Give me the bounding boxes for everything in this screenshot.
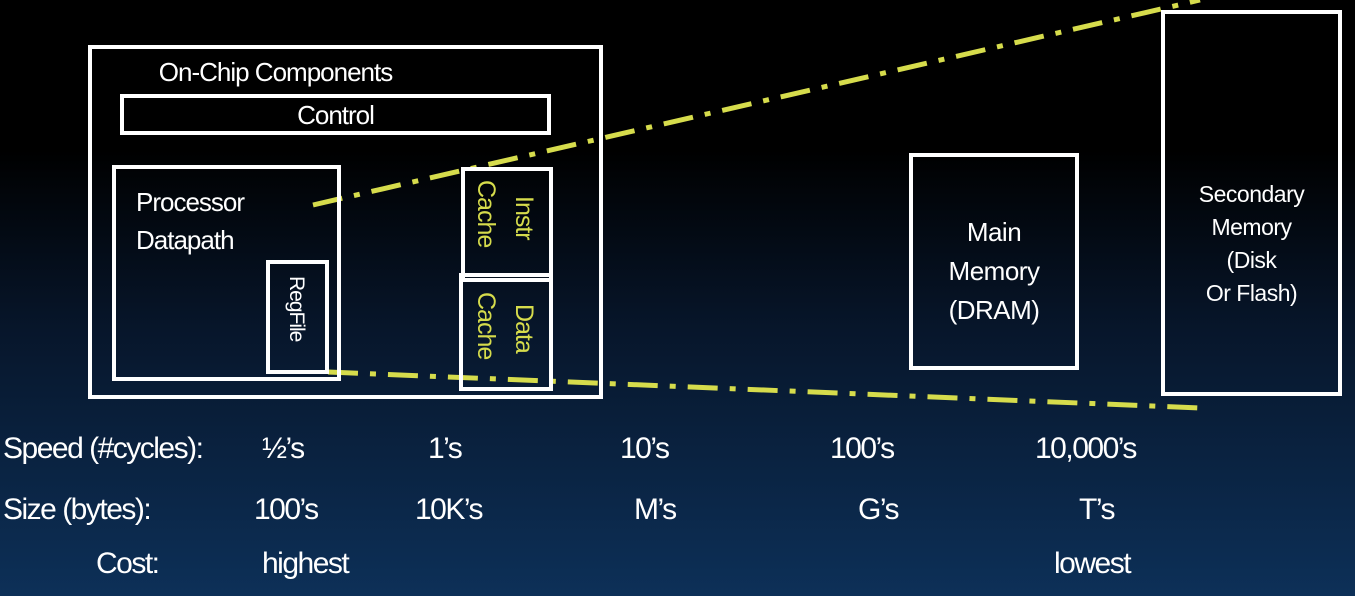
cost-value-lowest: lowest [1054, 547, 1132, 580]
cost-label: Cost: [96, 547, 160, 580]
main-memory-line-2: Memory [948, 256, 1040, 286]
control-label: Control [297, 100, 375, 130]
secondary-memory-line-3: (Disk [1226, 247, 1277, 273]
secondary-memory-line-1: Secondary [1198, 181, 1305, 207]
cost-value-highest: highest [262, 547, 350, 580]
on-chip-components-box [88, 45, 603, 399]
size-value-register: 100’s [254, 493, 319, 526]
datapath-label: Datapath [136, 225, 235, 255]
instr-cache-line-cache: Cache [472, 180, 500, 248]
speed-value-l2: 10’s [620, 432, 670, 465]
speed-value-register: ½’s [262, 432, 305, 465]
secondary-memory-line-2: Memory [1211, 214, 1292, 240]
size-value-main-memory: G’s [858, 493, 899, 526]
main-memory-label: Main Memory (DRAM) [909, 213, 1079, 330]
lower-zoom-line [327, 369, 1201, 411]
processor-datapath-box [112, 165, 341, 381]
data-cache-line-cache: Cache [472, 292, 500, 360]
regfile-box [266, 260, 329, 374]
secondary-memory-box [1161, 10, 1342, 396]
speed-value-cache: 1’s [428, 432, 463, 465]
main-memory-line-3: (DRAM) [948, 295, 1040, 325]
secondary-memory-label: Secondary Memory (Disk Or Flash) [1161, 178, 1342, 310]
instr-cache-box [461, 167, 553, 282]
main-memory-box [909, 153, 1079, 370]
size-label: Size (bytes): [3, 493, 152, 526]
size-value-cache: 10K’s [415, 493, 484, 526]
speed-label: Speed (#cycles): [3, 432, 204, 465]
data-cache-label: Data Cache [467, 290, 549, 385]
regfile-label: RegFile [285, 276, 308, 342]
speed-value-main-memory: 100’s [830, 432, 895, 465]
control-box [120, 94, 551, 135]
secondary-memory-line-4: Or Flash) [1205, 280, 1298, 306]
on-chip-title: On-Chip Components [158, 57, 393, 87]
data-cache-box [459, 273, 553, 391]
processor-label: Processor [136, 187, 245, 217]
instr-cache-line-instr: Instr [510, 196, 538, 240]
data-cache-line-data: Data [510, 304, 538, 353]
size-value-l2: M’s [634, 493, 677, 526]
speed-value-secondary: 10,000’s [1035, 432, 1137, 465]
instr-cache-label: Instr Cache [467, 178, 549, 278]
main-memory-line-1: Main [966, 217, 1022, 247]
size-value-secondary: T’s [1079, 493, 1115, 526]
